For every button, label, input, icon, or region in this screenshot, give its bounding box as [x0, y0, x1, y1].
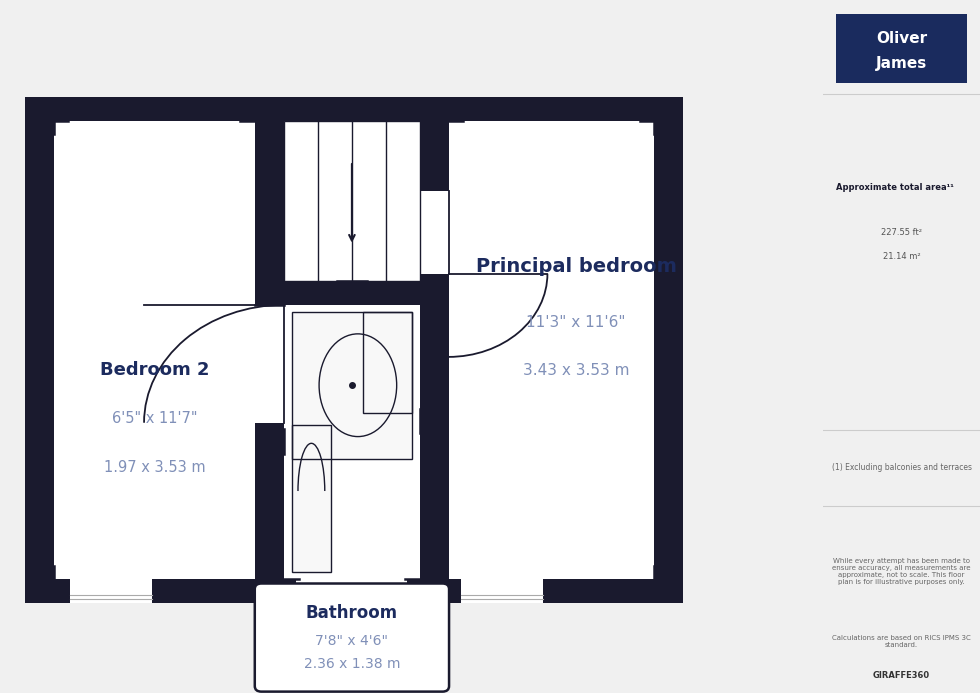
Bar [292, 312, 412, 459]
Text: 1.97 x 3.53 m: 1.97 x 3.53 m [104, 459, 205, 475]
Bar [364, 312, 412, 413]
Text: Bedroom 2: Bedroom 2 [100, 361, 209, 379]
Bar [419, 191, 453, 274]
Bar [284, 121, 419, 281]
Text: Bathroom: Bathroom [306, 604, 398, 622]
Bar [461, 572, 543, 603]
Text: 6'5" x 11'7": 6'5" x 11'7" [112, 411, 197, 426]
Text: 227.55 ft²: 227.55 ft² [881, 228, 922, 236]
Bar [255, 305, 288, 423]
Text: While every attempt has been made to
ensure accuracy, all measurements are
appro: While every attempt has been made to ens… [832, 559, 971, 585]
Bar [292, 425, 330, 572]
Text: Approximate total area¹¹: Approximate total area¹¹ [836, 183, 954, 191]
Bar [364, 312, 412, 413]
Bar [255, 121, 284, 579]
Text: (1) Excluding balconies and terraces: (1) Excluding balconies and terraces [832, 464, 971, 472]
Text: Calculations are based on RICS IPMS 3C
standard.: Calculations are based on RICS IPMS 3C s… [832, 635, 971, 647]
Text: James: James [876, 56, 927, 71]
Text: 7'8" x 4'6": 7'8" x 4'6" [316, 634, 388, 648]
Bar [54, 121, 655, 579]
Text: Principal bedroom: Principal bedroom [476, 257, 676, 277]
Bar [292, 425, 330, 572]
Bar [296, 572, 408, 603]
Bar [836, 14, 967, 83]
Bar [284, 281, 419, 305]
FancyBboxPatch shape [255, 584, 449, 692]
Text: Oliver: Oliver [876, 30, 927, 46]
Bar [419, 121, 449, 579]
Text: 21.14 m²: 21.14 m² [883, 252, 920, 261]
Text: 2.36 x 1.38 m: 2.36 x 1.38 m [304, 657, 400, 671]
Bar [70, 572, 152, 603]
Text: 3.43 x 3.53 m: 3.43 x 3.53 m [523, 363, 629, 378]
Text: 11'3" x 11'6": 11'3" x 11'6" [526, 315, 626, 330]
Bar [284, 121, 419, 281]
Text: GIRAFFE360: GIRAFFE360 [873, 672, 930, 680]
Bar [24, 97, 683, 603]
Bar [292, 312, 412, 459]
